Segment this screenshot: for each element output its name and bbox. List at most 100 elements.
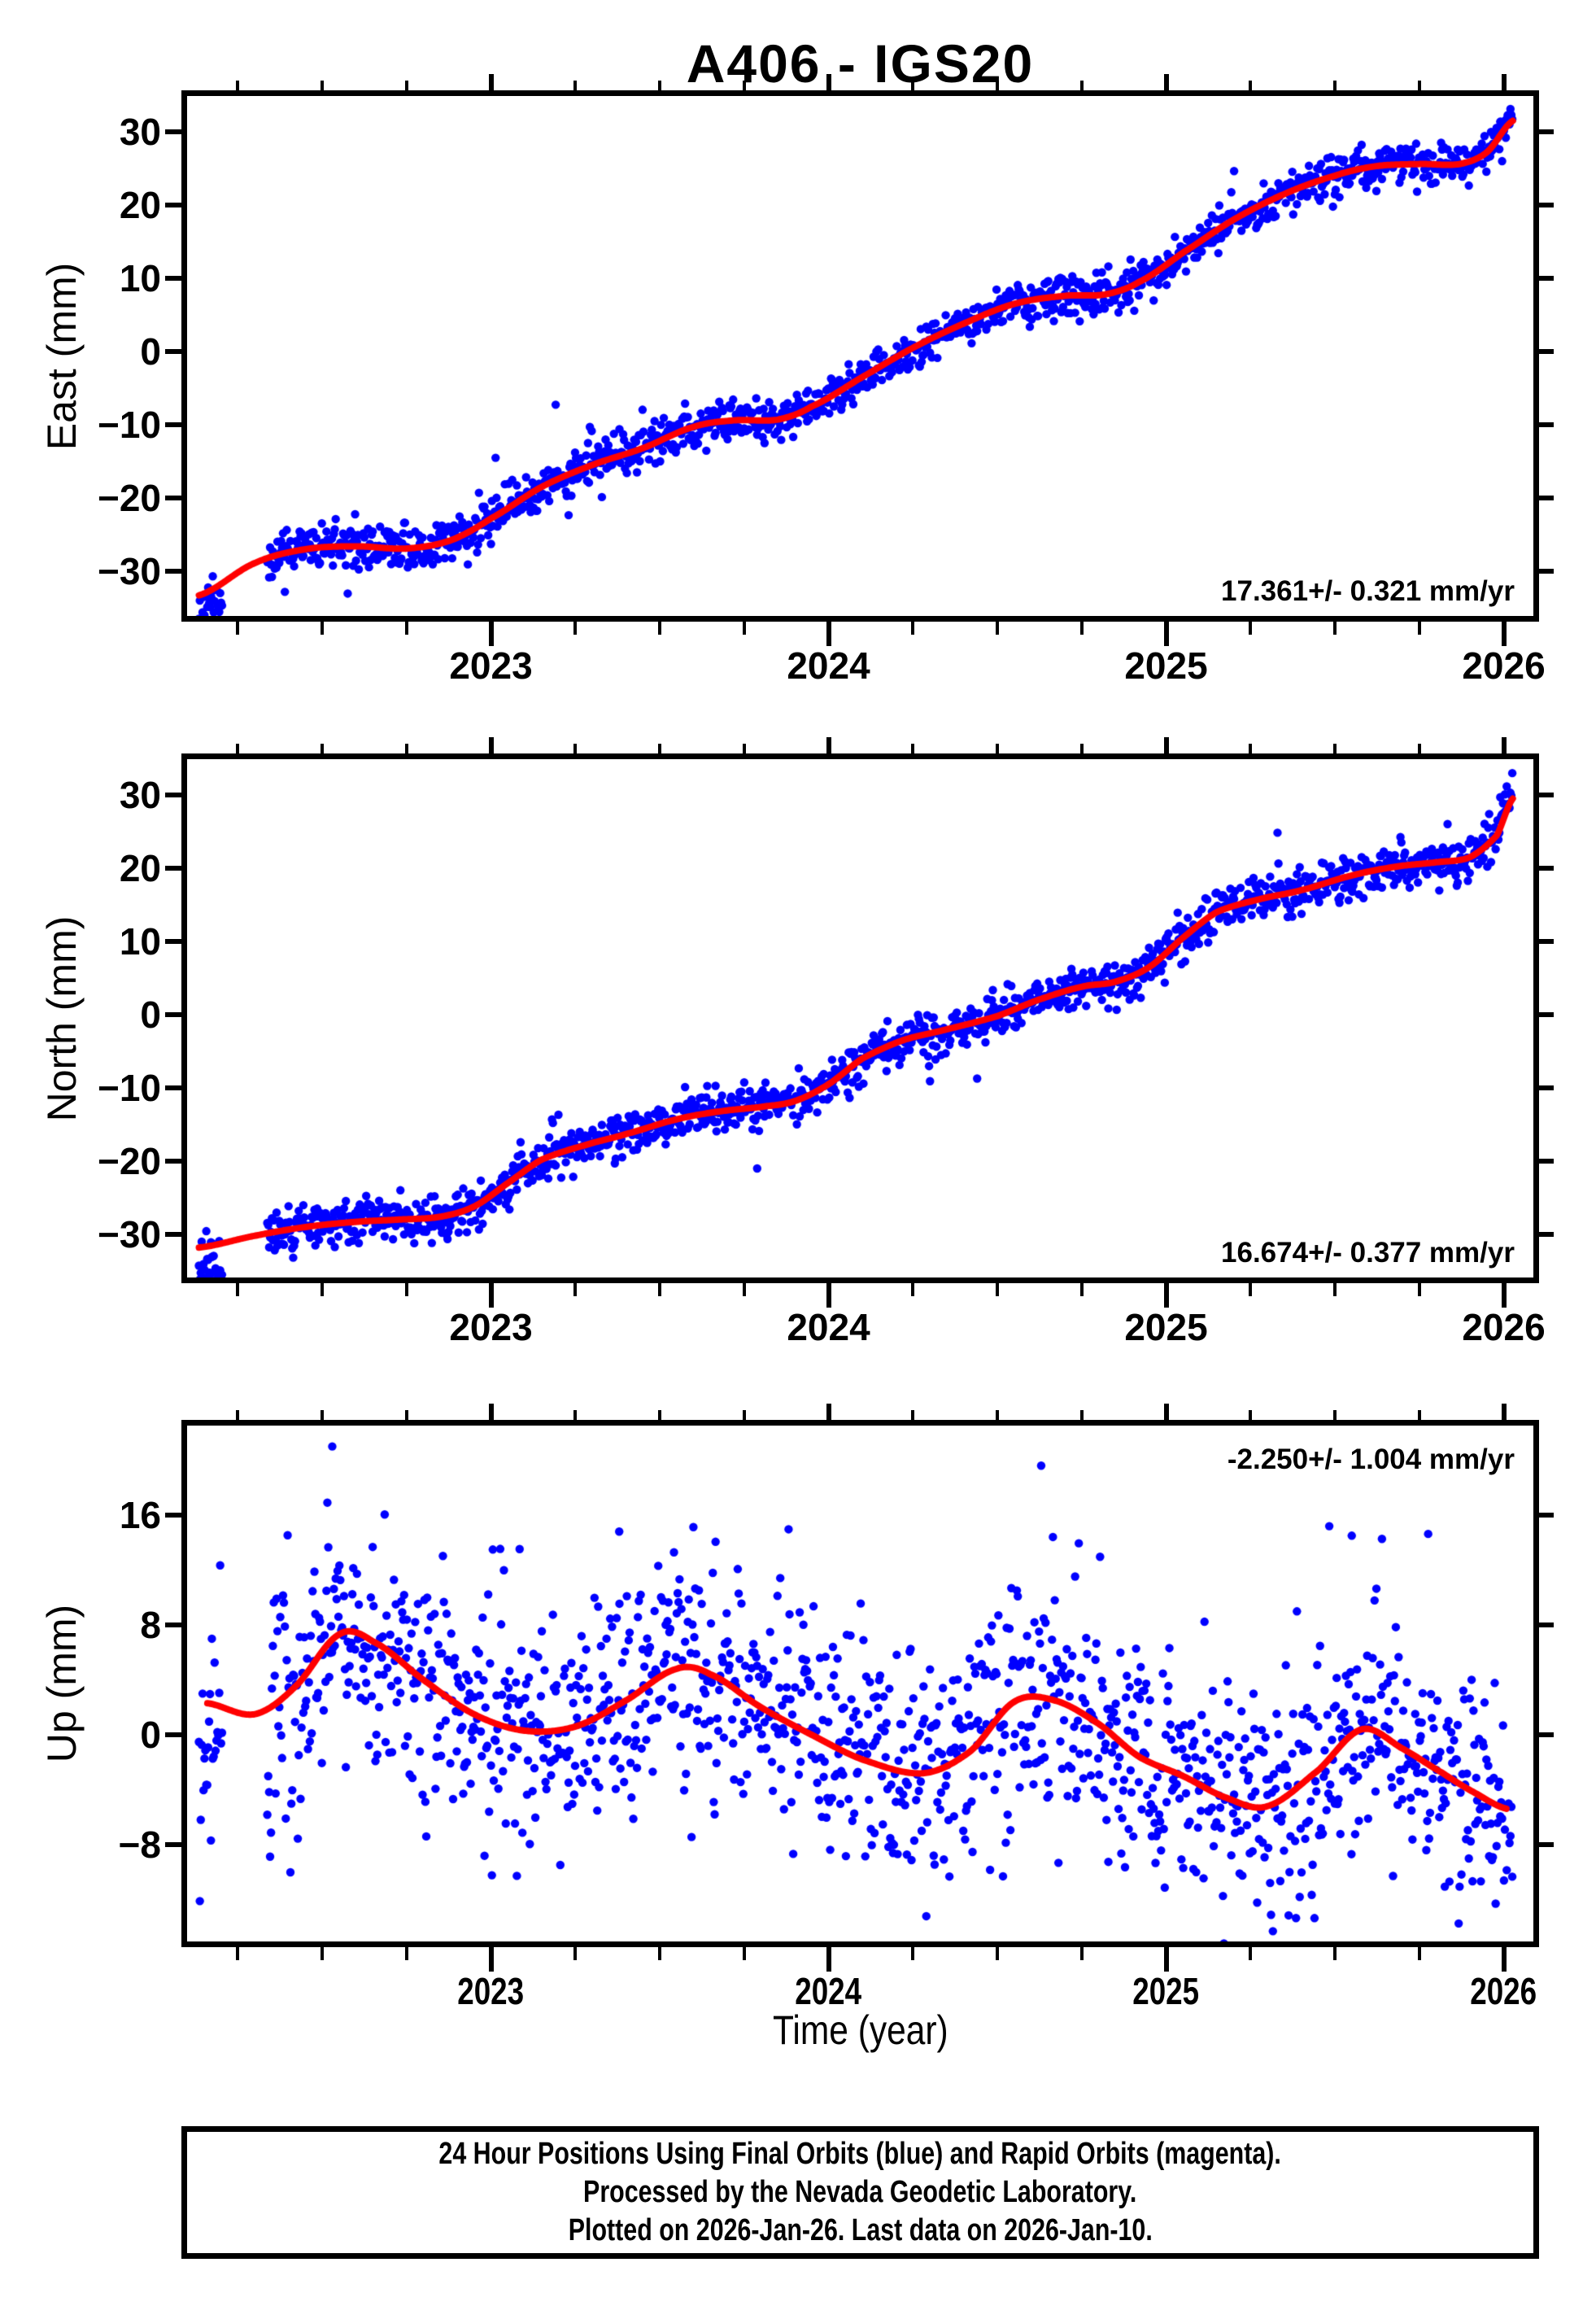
y-major-tick-right: [1539, 1732, 1554, 1737]
x-minor-tick-top: [404, 1410, 408, 1420]
x-minor-tick-bottom: [404, 1947, 408, 1960]
y-major-tick-right: [1539, 866, 1554, 871]
x-major-tick-bottom: [1163, 1947, 1169, 1972]
x-minor-tick-bottom: [1079, 622, 1084, 635]
x-minor-tick-bottom: [1079, 1947, 1084, 1960]
x-major-tick-top: [1501, 74, 1507, 90]
footer-line-1: 24 Hour Positions Using Final Orbits (bl…: [438, 2137, 1282, 2171]
x-minor-tick-bottom: [573, 1947, 578, 1960]
x-major-tick-top: [1501, 737, 1507, 753]
x-minor-tick-bottom: [1333, 1947, 1337, 1960]
x-minor-tick-top: [321, 81, 324, 90]
x-minor-tick-top: [236, 81, 240, 90]
up-plot-frame: [181, 1420, 1539, 1947]
x-minor-tick-top: [996, 744, 999, 753]
footer-line-2: Processed by the Nevada Geodetic Laborat…: [583, 2175, 1137, 2209]
x-major-tick-top: [488, 737, 494, 753]
x-major-tick-bottom: [826, 1947, 831, 1972]
y-tick-label: 0: [140, 1714, 161, 1756]
x-tick-label-year: 2025: [1124, 644, 1208, 687]
y-tick-label: 16: [119, 1494, 161, 1536]
x-minor-tick-top: [996, 81, 999, 90]
y-major-tick-right: [1539, 569, 1554, 574]
x-tick-label-year: 2023: [449, 644, 533, 687]
x-minor-tick-bottom: [1249, 1947, 1253, 1960]
y-major-tick-right: [1539, 1232, 1554, 1237]
x-minor-tick-bottom: [742, 1947, 746, 1960]
x-minor-tick-bottom: [1417, 1283, 1421, 1296]
x-minor-tick-top: [742, 81, 746, 90]
y-major-tick-right: [1539, 1622, 1554, 1627]
y-major-tick-right: [1539, 1159, 1554, 1164]
y-major-tick-left: [165, 349, 181, 354]
x-minor-tick-top: [404, 81, 408, 90]
x-axis-title-text: Time (year): [772, 2007, 948, 2053]
y-tick-label: −20: [97, 477, 161, 519]
x-major-tick-bottom: [488, 622, 494, 646]
x-minor-tick-bottom: [404, 622, 408, 635]
y-major-tick-left: [165, 1159, 181, 1164]
x-minor-tick-top: [658, 81, 661, 90]
x-major-tick-top: [1163, 74, 1169, 90]
y-tick-label: 20: [119, 184, 161, 226]
y-tick-label: 10: [119, 920, 161, 963]
y-major-tick-left: [165, 1842, 181, 1847]
x-major-tick-bottom: [1163, 1283, 1169, 1308]
x-major-tick-bottom: [488, 1283, 494, 1308]
x-minor-tick-top: [1417, 81, 1421, 90]
x-minor-tick-bottom: [1079, 1283, 1084, 1296]
x-minor-tick-top: [321, 744, 324, 753]
x-minor-tick-top: [1079, 1410, 1084, 1420]
up-rate-annotation: -2.250+/- 1.004 mm/yr: [1227, 1443, 1515, 1475]
y-major-tick-left: [165, 939, 181, 944]
x-minor-tick-top: [1333, 744, 1337, 753]
x-minor-tick-bottom: [996, 1283, 999, 1296]
y-tick-label: −8: [118, 1823, 161, 1866]
x-tick-label-year: 2026: [1462, 644, 1546, 687]
y-major-tick-right: [1539, 1842, 1554, 1847]
x-minor-tick-top: [742, 744, 746, 753]
x-major-tick-top: [488, 1404, 494, 1420]
y-tick-label: 30: [119, 111, 161, 153]
x-minor-tick-bottom: [742, 1283, 746, 1296]
x-tick-label-year-text: 2026: [1470, 1970, 1537, 2012]
y-major-tick-right: [1539, 422, 1554, 427]
y-major-tick-left: [165, 1622, 181, 1627]
x-minor-tick-top: [1333, 1410, 1337, 1420]
x-minor-tick-bottom: [1417, 1947, 1421, 1960]
x-minor-tick-bottom: [236, 1283, 240, 1296]
x-minor-tick-bottom: [321, 622, 324, 635]
x-major-tick-bottom: [826, 1283, 831, 1308]
x-minor-tick-bottom: [1333, 1283, 1337, 1296]
x-tick-label-year: 2023: [402, 1971, 581, 2011]
x-minor-tick-top: [996, 1410, 999, 1420]
y-major-tick-left: [165, 422, 181, 427]
x-minor-tick-bottom: [911, 622, 915, 635]
y-major-tick-right: [1539, 1012, 1554, 1017]
y-major-tick-left: [165, 1513, 181, 1518]
north-plot-frame: [181, 753, 1539, 1283]
x-minor-tick-bottom: [1417, 622, 1421, 635]
y-major-tick-right: [1539, 129, 1554, 134]
x-minor-tick-top: [911, 1410, 915, 1420]
x-minor-tick-top: [573, 81, 578, 90]
y-tick-label: −10: [97, 1067, 161, 1109]
x-major-tick-top: [1163, 1404, 1169, 1420]
y-major-tick-left: [165, 866, 181, 871]
x-minor-tick-bottom: [658, 622, 661, 635]
x-minor-tick-top: [1079, 744, 1084, 753]
x-tick-label-year: 2024: [787, 1306, 870, 1348]
east-scatter-plot: [187, 96, 1533, 616]
page-title: A406 - IGS20: [686, 33, 1035, 94]
x-tick-label-year-text: 2024: [795, 1970, 862, 2012]
x-minor-tick-bottom: [573, 1283, 578, 1296]
x-major-tick-bottom: [1163, 622, 1169, 646]
footer-note-box: 24 Hour Positions Using Final Orbits (bl…: [181, 2126, 1539, 2259]
x-minor-tick-top: [911, 81, 915, 90]
y-major-tick-left: [165, 496, 181, 500]
y-major-tick-left: [165, 1732, 181, 1737]
up-scatter-plot: [187, 1426, 1533, 1941]
x-major-tick-top: [488, 74, 494, 90]
x-minor-tick-bottom: [321, 1283, 324, 1296]
x-major-tick-bottom: [488, 1947, 494, 1972]
